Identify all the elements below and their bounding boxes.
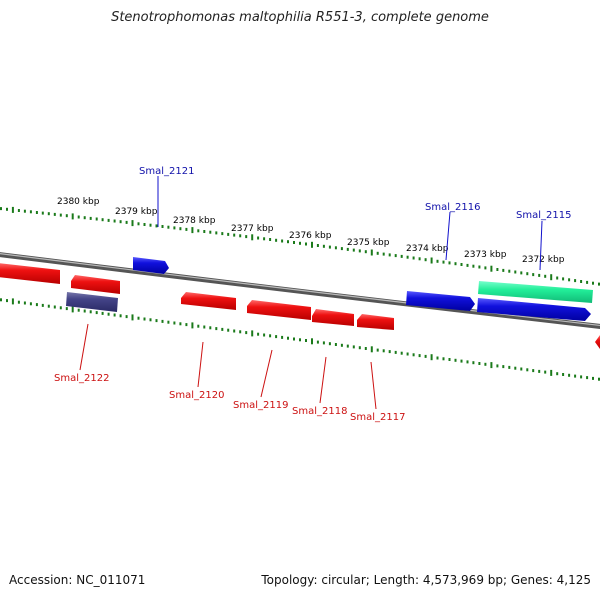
leader-line: [197, 341, 204, 388]
kbp-label: 2376 kbp: [289, 231, 332, 241]
leader-line: [260, 349, 273, 398]
gene-arrow-smal-2119[interactable]: [247, 300, 311, 320]
gene-arrow[interactable]: [0, 263, 60, 284]
gene-arrow-smal-2120[interactable]: [181, 292, 236, 310]
gene-label-smal-2119[interactable]: Smal_2119: [233, 400, 288, 411]
gene-label-smal-2121[interactable]: Smal_2121: [139, 166, 194, 177]
outer-tick-ruler: [0, 206, 600, 286]
gene-label-smal-2116[interactable]: Smal_2116: [425, 202, 480, 213]
kbp-label: 2373 kbp: [464, 250, 507, 260]
inner-tick-ruler: [0, 298, 600, 381]
kbp-label: 2375 kbp: [347, 238, 390, 248]
kbp-label: 2377 kbp: [231, 224, 274, 234]
gene-arrow-smal-2122[interactable]: [71, 275, 120, 294]
rna-feature[interactable]: [478, 281, 593, 303]
dark-feature-smal-2122[interactable]: [66, 292, 118, 312]
gene-label-smal-2115[interactable]: Smal_2115: [516, 210, 571, 221]
gene-label-smal-2118[interactable]: Smal_2118: [292, 406, 347, 417]
kbp-label: 2374 kbp: [406, 244, 449, 254]
kbp-scale: 2380 kbp 2379 kbp 2378 kbp 2377 kbp 2376…: [57, 197, 565, 265]
map-title: Stenotrophomonas maltophilia R551-3, com…: [111, 10, 489, 25]
leader-line: [539, 220, 543, 271]
gene-label-smal-2120[interactable]: Smal_2120: [169, 390, 224, 401]
gene-arrow-smal-2115[interactable]: [477, 298, 591, 321]
gene-label-smal-2122[interactable]: Smal_2122: [54, 373, 109, 384]
label-leaders: [79, 176, 543, 410]
genome-backbone: [0, 252, 600, 329]
leader-line: [319, 356, 327, 404]
kbp-label: 2379 kbp: [115, 207, 158, 217]
gene-arrow-edge[interactable]: [595, 335, 600, 350]
gene-labels: Smal_2121 Smal_2116 Smal_2115 Smal_2122 …: [54, 166, 571, 423]
reverse-strand-features: [0, 263, 600, 350]
kbp-label: 2380 kbp: [57, 197, 100, 207]
accession-text: Accession: NC_011071: [9, 573, 146, 587]
forward-strand-features: [133, 257, 591, 321]
gene-arrow-smal-2117[interactable]: [357, 314, 394, 330]
leader-line: [445, 211, 451, 261]
gene-label-smal-2117[interactable]: Smal_2117: [350, 412, 405, 423]
kbp-label: 2378 kbp: [173, 216, 216, 226]
kbp-label: 2372 kbp: [522, 255, 565, 265]
gene-arrow-smal-2118[interactable]: [312, 309, 354, 326]
gene-arrow-smal-2116[interactable]: [406, 291, 475, 311]
genome-summary-text: Topology: circular; Length: 4,573,969 bp…: [261, 573, 591, 587]
leader-line: [79, 323, 89, 371]
gene-arrow-smal-2121[interactable]: [133, 257, 169, 274]
leader-line: [370, 361, 377, 410]
genome-backbone-highlight: [0, 253, 600, 327]
